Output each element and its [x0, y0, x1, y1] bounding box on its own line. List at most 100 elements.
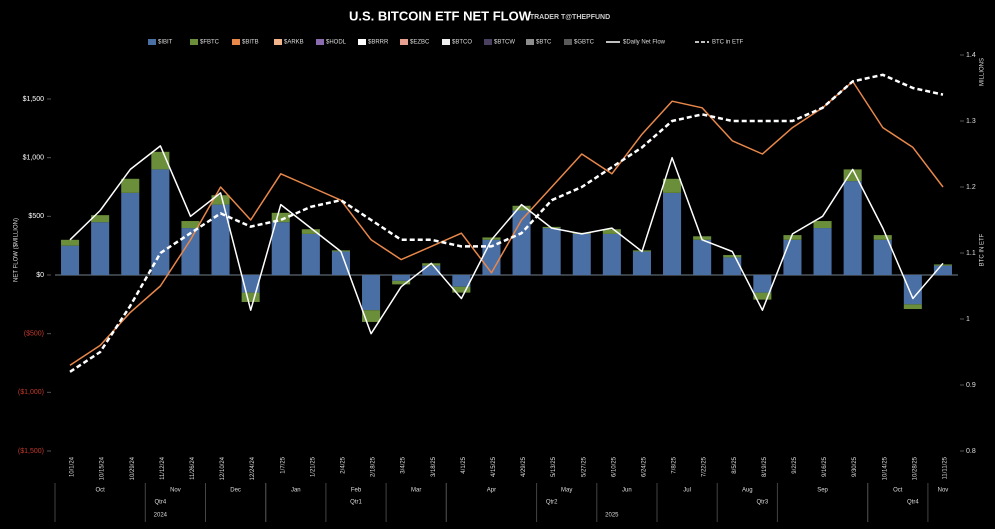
legend-label: $IBIT — [158, 40, 173, 46]
x-tick-label: 10/15/24 — [100, 456, 106, 480]
x-tick-label: 9/30/25 — [852, 456, 858, 477]
legend-label: $EZBC — [410, 40, 430, 46]
bar — [663, 192, 682, 275]
bar — [933, 264, 952, 266]
series-line — [69, 73, 944, 373]
quarter-label: Qtr4 — [155, 500, 167, 506]
y-tick-label: $1,500 — [23, 96, 45, 103]
y2-tick-label: 1.2 — [966, 184, 976, 191]
x-tick-label: 6/24/25 — [642, 456, 648, 477]
bar — [933, 265, 952, 275]
y-tick-label: ($1,500) — [18, 448, 44, 455]
month-label: Jun — [622, 488, 632, 494]
bar — [602, 229, 621, 234]
y-axis-title: NET FLOW ($MILLION) — [14, 218, 20, 282]
x-tick-label: 10/29/24 — [130, 456, 136, 480]
y2-tick-label: 1.3 — [966, 118, 976, 125]
bar — [301, 233, 320, 275]
year-label: 2024 — [154, 513, 168, 519]
x-tick-label: 5/27/25 — [581, 456, 587, 477]
legend-label: $FBTC — [200, 40, 220, 46]
bar — [843, 181, 862, 275]
bar — [121, 178, 140, 193]
legend-swatch — [564, 39, 572, 45]
bar — [211, 195, 230, 205]
month-label: Feb — [351, 488, 362, 494]
x-tick-label: 7/22/25 — [702, 456, 708, 477]
bar — [783, 235, 802, 240]
x-tick-label: 11/26/24 — [190, 456, 196, 480]
legend-label: $BTCW — [494, 40, 515, 46]
bar — [452, 275, 471, 287]
x-tick-label: 6/10/25 — [611, 456, 617, 477]
legend-label: $ARKB — [284, 40, 304, 46]
quarter-label: Qtr1 — [350, 500, 362, 506]
month-label: May — [561, 488, 572, 494]
x-tick-label: 1/7/25 — [280, 456, 286, 473]
bar — [873, 239, 892, 275]
bar — [903, 275, 922, 305]
bar — [362, 310, 381, 322]
x-tick-label: 4/1/25 — [461, 456, 467, 473]
bar — [813, 228, 832, 275]
x-tick-label: 11/11/25 — [943, 456, 949, 479]
legend-swatch — [484, 39, 492, 45]
legend-label: $HODL — [326, 40, 347, 46]
bar — [61, 239, 80, 246]
quarter-label: Qtr3 — [757, 500, 769, 506]
bar — [723, 257, 742, 275]
series-line — [69, 80, 944, 366]
bar — [392, 275, 411, 281]
x-tick-label: 12/10/24 — [220, 456, 226, 480]
y-tick-label: $0 — [36, 272, 44, 279]
bar — [301, 229, 320, 234]
x-tick-label: 8/5/25 — [732, 456, 738, 473]
bar — [271, 222, 290, 275]
legend-swatch — [190, 39, 198, 45]
legend-swatch — [316, 39, 324, 45]
y2-axis-unit: MILLIONS — [980, 58, 986, 86]
x-tick-label: 3/4/25 — [401, 456, 407, 473]
y2-tick-label: 0.9 — [966, 382, 976, 389]
bar — [91, 215, 110, 223]
x-tick-label: 8/19/25 — [762, 456, 768, 477]
x-tick-label: 10/14/25 — [882, 456, 888, 480]
bar — [121, 192, 140, 275]
legend-swatch — [526, 39, 534, 45]
legend-label: BTC in ETF — [712, 40, 744, 46]
y2-tick-label: 1.4 — [966, 52, 976, 59]
legend-swatch — [232, 39, 240, 45]
bar — [241, 275, 260, 293]
bar — [271, 212, 290, 223]
bar — [873, 235, 892, 240]
bar — [452, 286, 471, 293]
bar — [843, 169, 862, 182]
bar — [181, 221, 200, 229]
chart-subtitle: TRADER T@THEPFUND — [530, 14, 610, 21]
bar — [181, 228, 200, 275]
month-label: Apr — [487, 488, 496, 494]
y2-tick-label: 1.1 — [966, 250, 976, 257]
bar — [632, 251, 651, 275]
y2-axis-title: BTC IN ETF — [980, 233, 986, 266]
month-label: Nov — [938, 488, 949, 494]
x-tick-label: 12/24/24 — [250, 456, 256, 480]
legend-swatch — [274, 39, 282, 45]
legend-label: $BTC — [536, 40, 552, 46]
bar — [151, 169, 170, 275]
month-label: Dec — [230, 488, 241, 494]
bar — [422, 265, 441, 275]
bar — [91, 222, 110, 275]
legend-swatch — [148, 39, 156, 45]
x-tick-label: 4/29/25 — [521, 456, 527, 477]
bar — [813, 221, 832, 229]
month-label: Nov — [170, 488, 181, 494]
month-label: Jan — [291, 488, 301, 494]
bar — [693, 239, 712, 275]
bar — [512, 205, 531, 211]
bar — [331, 251, 350, 275]
bar — [542, 228, 561, 275]
month-label: Oct — [95, 488, 105, 494]
legend-swatch — [358, 39, 366, 45]
